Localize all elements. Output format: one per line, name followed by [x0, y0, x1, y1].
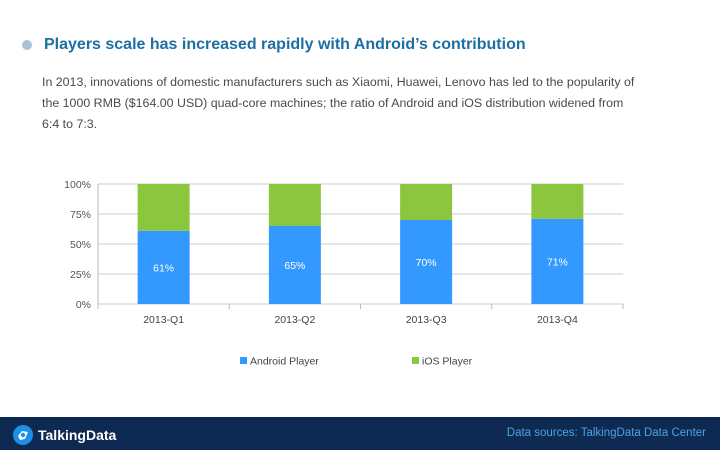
page-title: Players scale has increased rapidly with… [44, 36, 526, 53]
legend-swatch [240, 357, 247, 364]
y-tick-label: 100% [64, 179, 91, 191]
footer-bar: TalkingData Data sources: TalkingData Da… [0, 417, 720, 450]
y-tick-label: 25% [70, 269, 91, 281]
ios-bar [137, 184, 190, 231]
talkingdata-logo: TalkingData [12, 424, 116, 446]
y-tick-label: 75% [70, 209, 91, 221]
body-paragraph: In 2013, innovations of domestic manufac… [42, 75, 635, 131]
bar-data-label: 65% [284, 260, 305, 272]
x-tick-label: 2013-Q1 [143, 314, 184, 326]
y-tick-label: 50% [70, 239, 91, 251]
logo-text: TalkingData [38, 427, 117, 443]
talkingdata-logo-icon [13, 425, 33, 445]
android-bar [531, 218, 584, 304]
legend-swatch [412, 357, 419, 364]
bar-data-label: 70% [416, 257, 437, 269]
headline: Players scale has increased rapidly with… [22, 36, 526, 54]
x-tick-label: 2013-Q4 [537, 314, 578, 326]
ios-bar [531, 184, 584, 219]
android-bar [400, 220, 453, 304]
legend-label: Android Player [250, 356, 319, 368]
android-bar [137, 230, 190, 304]
data-source: Data sources: TalkingData Data Center [506, 427, 706, 439]
bar-data-label: 71% [547, 256, 568, 268]
ios-bar [400, 184, 453, 220]
android-bar [268, 226, 321, 304]
bar-data-label: 61% [153, 262, 174, 274]
legend-label: iOS Player [422, 356, 473, 368]
bullet-icon [22, 40, 32, 50]
stacked-bar-chart: 0% 25% 50% 75% 100% 61% 2013-Q1 65% 2013-Q2 70% 20… [64, 179, 624, 368]
x-tick-label: 2013-Q2 [274, 314, 315, 326]
ios-bar [268, 184, 321, 226]
y-tick-label: 0% [76, 299, 91, 311]
x-tick-label: 2013-Q3 [406, 314, 447, 326]
